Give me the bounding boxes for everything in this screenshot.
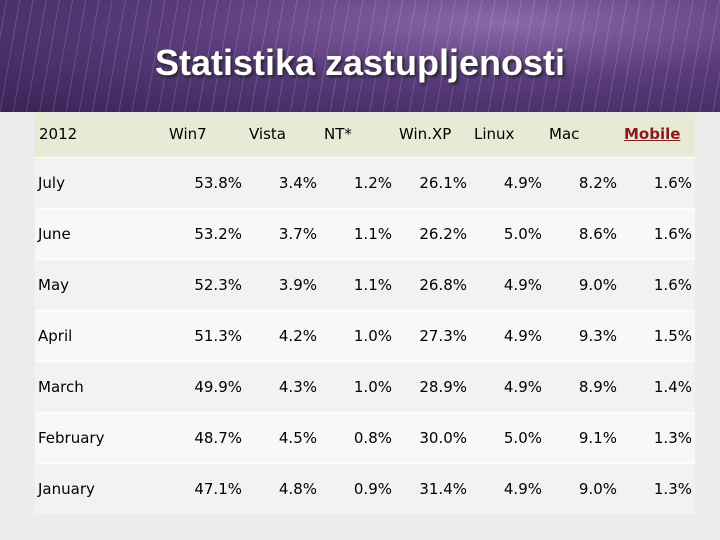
row-label: May [35,258,165,310]
column-header: Linux [470,113,545,157]
table-cell: 9.0% [545,258,620,310]
table-row: April 51.3% 4.2% 1.0% 27.3% 4.9% 9.3% 1.5% [35,309,695,361]
table-cell: 8.2% [545,156,620,208]
table-cell: 4.9% [470,156,545,208]
table-cell: 48.7% [165,411,245,463]
column-header: Mobile [620,113,695,157]
table-cell: 9.0% [545,462,620,514]
table-cell: 4.9% [470,258,545,310]
table-body: July 53.8% 3.4% 1.2% 26.1% 4.9% 8.2% 1.6% June 53… [35,156,695,514]
table-cell: 8.9% [545,360,620,412]
table-cell: 28.9% [395,360,470,412]
row-label: March [35,360,165,412]
table-cell: 5.0% [470,207,545,259]
row-label: July [35,156,165,208]
slide-title: Statistika zastupljenosti [154,42,566,83]
table-cell: 9.3% [545,309,620,361]
column-header: Mac [545,113,620,157]
table-cell: 8.6% [545,207,620,259]
table-cell: 52.3% [165,258,245,310]
table-cell: 1.0% [320,309,395,361]
table-cell: 9.1% [545,411,620,463]
table-cell: 1.5% [620,309,695,361]
table-cell: 0.9% [320,462,395,514]
table-cell: 5.0% [470,411,545,463]
table-cell: 53.8% [165,156,245,208]
table-cell: 4.9% [470,462,545,514]
table-row: February 48.7% 4.5% 0.8% 30.0% 5.0% 9.1% 1.3% [35,411,695,463]
table-cell: 26.8% [395,258,470,310]
table-cell: 3.4% [245,156,320,208]
row-label: April [35,309,165,361]
table-cell: 4.5% [245,411,320,463]
table-cell: 1.4% [620,360,695,412]
table-cell: 1.3% [620,462,695,514]
table-cell: 53.2% [165,207,245,259]
table-cell: 27.3% [395,309,470,361]
table-cell: 1.1% [320,207,395,259]
table-row: January 47.1% 4.8% 0.9% 31.4% 4.9% 9.0% 1.3% [35,462,695,514]
table-cell: 1.0% [320,360,395,412]
table-cell: 1.2% [320,156,395,208]
table-cell: 30.0% [395,411,470,463]
table-cell: 26.2% [395,207,470,259]
table-cell: 47.1% [165,462,245,514]
column-header: 2012 [35,113,165,157]
table-cell: 4.8% [245,462,320,514]
table-cell: 4.9% [470,360,545,412]
column-header: Win.XP [395,113,470,157]
table-cell: 31.4% [395,462,470,514]
table-cell: 1.3% [620,411,695,463]
table-cell: 0.8% [320,411,395,463]
table-cell: 51.3% [165,309,245,361]
table-cell: 4.3% [245,360,320,412]
table-cell: 3.9% [245,258,320,310]
table-cell: 49.9% [165,360,245,412]
table-row: June 53.2% 3.7% 1.1% 26.2% 5.0% 8.6% 1.6% [35,207,695,259]
table-cell: 26.1% [395,156,470,208]
table-row: March 49.9% 4.3% 1.0% 28.9% 4.9% 8.9% 1.4% [35,360,695,412]
column-header: Win7 [165,113,245,157]
table-cell: 4.2% [245,309,320,361]
table-cell: 3.7% [245,207,320,259]
pattern [0,0,720,112]
header-row: 2012 Win7 Vista NT* Win.XP Linux Mac Mobile [35,113,695,157]
column-header: NT* [320,113,395,157]
table-row: May 52.3% 3.9% 1.1% 26.8% 4.9% 9.0% 1.6% [35,258,695,310]
table-row: July 53.8% 3.4% 1.2% 26.1% 4.9% 8.2% 1.6% [35,156,695,208]
header-band [0,0,720,112]
table-cell: 1.1% [320,258,395,310]
table-cell: 1.6% [620,156,695,208]
table-cell: 1.6% [620,258,695,310]
table-cell: 1.6% [620,207,695,259]
row-label: February [35,411,165,463]
row-label: January [35,462,165,514]
table-cell: 4.9% [470,309,545,361]
row-label: June [35,207,165,259]
stats-table: 2012 Win7 Vista NT* Win.XP Linux Mac Mobile Jul… [35,113,695,514]
column-header: Vista [245,113,320,157]
